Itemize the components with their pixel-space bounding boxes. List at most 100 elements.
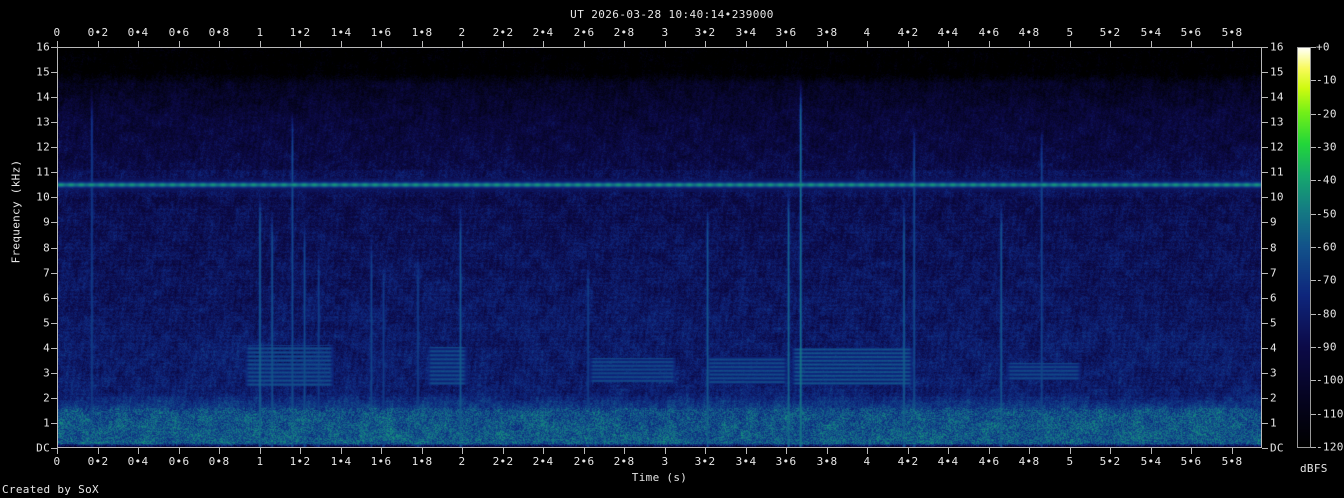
y-tick [1262, 97, 1268, 98]
colorbar-labels: +0 -10 -20 -30 -40 -50 -60 -70 -80 -90 -100 -110 -12… [1316, 41, 1344, 454]
y-tick [51, 72, 57, 73]
y-tick-label: 3 [43, 366, 50, 380]
colorbar-tick-label: -60 [1316, 240, 1337, 254]
y-tick [1262, 423, 1268, 424]
x-tick-label: 5•8 [1221, 26, 1243, 39]
x-tick [827, 448, 828, 454]
x-tick [746, 448, 747, 454]
colorbar-tick-label: -10 [1316, 73, 1337, 87]
y-tick [51, 97, 57, 98]
x-tick [1029, 448, 1030, 454]
x-tick [705, 448, 706, 454]
y-tick-label: 11 [1270, 165, 1284, 179]
y-tick-label: 4 [43, 341, 50, 355]
x-tick [1232, 41, 1233, 47]
x-tick-label: 4•6 [978, 455, 1000, 468]
y-tick [51, 147, 57, 148]
x-tick [1070, 41, 1071, 47]
y-tick [51, 348, 57, 349]
colorbar-ticks [1311, 47, 1316, 448]
y-tick-label: DC [36, 441, 50, 455]
y-tick-label: 14 [1270, 90, 1284, 104]
y-tick [1262, 197, 1268, 198]
x-tick-label: 3•2 [694, 26, 716, 39]
x-tick [665, 41, 666, 47]
y-axis-ticks-right [1262, 47, 1268, 449]
x-tick-label: 1•6 [370, 455, 392, 468]
x-tick [138, 448, 139, 454]
colorbar-tick [1311, 247, 1316, 248]
x-tick-label: 2•6 [573, 455, 595, 468]
y-tick [1262, 122, 1268, 123]
x-tick-label: 1•6 [370, 26, 392, 39]
colorbar-tick [1311, 347, 1316, 348]
x-tick-label: 4•4 [937, 455, 959, 468]
colorbar-tick-label: -100 [1316, 373, 1344, 387]
x-tick-label: 4•2 [897, 26, 919, 39]
x-tick [341, 41, 342, 47]
colorbar-tick-label: -30 [1316, 140, 1337, 154]
x-tick-label: 2•6 [573, 26, 595, 39]
x-tick [948, 41, 949, 47]
x-tick [260, 41, 261, 47]
x-tick-label: 0•6 [168, 26, 190, 39]
x-tick-label: 2•2 [492, 26, 514, 39]
y-axis-title: Frequency (kHz) [9, 159, 23, 264]
x-tick [989, 41, 990, 47]
x-tick-label: 5 [1066, 26, 1074, 39]
x-tick [867, 41, 868, 47]
x-tick [98, 448, 99, 454]
x-tick [1029, 41, 1030, 47]
colorbar-tick [1311, 147, 1316, 148]
x-tick-label: 4•6 [978, 26, 1000, 39]
x-tick-label: 4•8 [1018, 26, 1040, 39]
x-tick-label: 0•4 [127, 455, 149, 468]
y-tick [1262, 147, 1268, 148]
x-tick [1191, 41, 1192, 47]
x-tick-label: 4•4 [937, 26, 959, 39]
x-tick [543, 41, 544, 47]
y-tick [1262, 323, 1268, 324]
y-tick-label: 13 [1270, 115, 1284, 129]
x-tick-label: 0•2 [87, 26, 109, 39]
colorbar-tick-label: -110 [1316, 407, 1344, 421]
x-tick [381, 448, 382, 454]
x-axis-labels-bottom: 0 0•2 0•4 0•6 0•8 1 1•2 1•4 1•6 1•8 2 2•2 2•4 2•6 2•8 3… [54, 455, 1262, 469]
x-tick [908, 41, 909, 47]
x-tick-label: 0•4 [127, 26, 149, 39]
y-tick [1262, 172, 1268, 173]
x-tick-label: 2•2 [492, 455, 514, 468]
y-tick-label: 10 [1270, 190, 1284, 204]
x-tick-label: 3•2 [694, 455, 716, 468]
x-tick-label: 3 [661, 455, 669, 468]
x-tick [503, 448, 504, 454]
y-tick [51, 323, 57, 324]
y-tick [51, 222, 57, 223]
x-tick [705, 41, 706, 47]
x-tick [260, 448, 261, 454]
x-tick [786, 448, 787, 454]
colorbar-tick-label: +0 [1316, 40, 1330, 54]
y-tick-label: 4 [1270, 341, 1277, 355]
colorbar-tick-label: -20 [1316, 107, 1337, 121]
x-tick-label: 3 [661, 26, 669, 39]
y-tick [1262, 248, 1268, 249]
x-tick-label: 1•8 [411, 26, 433, 39]
y-axis-ticks-left [51, 47, 57, 449]
x-tick [57, 41, 58, 47]
y-tick [51, 47, 57, 48]
x-tick [1151, 448, 1152, 454]
x-tick-label: 2•4 [532, 26, 554, 39]
x-tick-label: 0•6 [168, 455, 190, 468]
y-tick [51, 423, 57, 424]
y-tick-label: 14 [36, 90, 50, 104]
colorbar-tick [1311, 180, 1316, 181]
x-tick [1110, 448, 1111, 454]
x-tick-label: 1•2 [289, 455, 311, 468]
x-tick [179, 41, 180, 47]
y-tick [51, 448, 57, 449]
y-tick-label: 1 [1270, 416, 1277, 430]
x-tick-label: 0•2 [87, 455, 109, 468]
x-tick-label: 0 [53, 26, 61, 39]
